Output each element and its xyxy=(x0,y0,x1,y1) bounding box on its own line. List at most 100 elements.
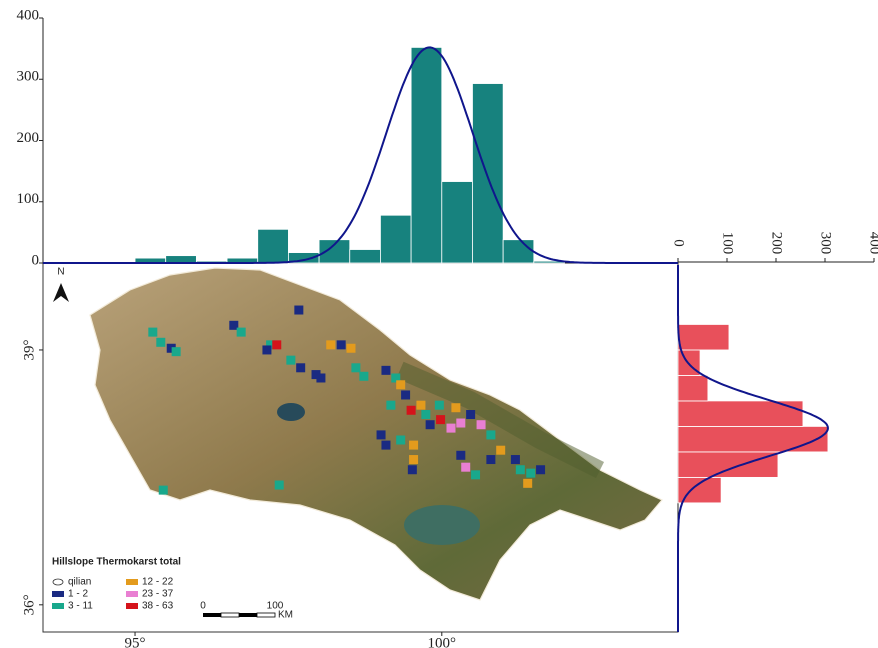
grid-cell xyxy=(426,420,435,429)
grid-cell xyxy=(172,347,181,356)
grid-cell xyxy=(316,373,325,382)
north-arrow: N xyxy=(53,267,69,302)
grid-cell xyxy=(511,455,520,464)
grid-cell xyxy=(275,481,284,490)
lat-label: 39° xyxy=(21,339,37,360)
x-tick-label: 300 xyxy=(818,232,834,255)
grid-cell xyxy=(407,406,416,415)
x-tick-label: 400 xyxy=(867,232,878,255)
bar xyxy=(678,375,708,400)
y-tick-label: 300 xyxy=(17,69,40,85)
legend-label: 3 - 11 xyxy=(68,601,93,612)
grid-cell xyxy=(156,338,165,347)
grid-cell xyxy=(471,470,480,479)
grid-cell xyxy=(451,403,460,412)
grid-cell xyxy=(286,356,295,365)
grid-cell xyxy=(159,486,168,495)
grid-cell xyxy=(523,479,532,488)
lake xyxy=(404,505,480,545)
bar xyxy=(380,215,411,263)
legend-swatch xyxy=(126,591,138,597)
y-tick-label: 200 xyxy=(17,130,40,146)
legend-swatch xyxy=(52,591,64,597)
grid-cell xyxy=(377,430,386,439)
grid-cell xyxy=(381,441,390,450)
grid-cell xyxy=(486,430,495,439)
grid-cell xyxy=(401,390,410,399)
grid-cell xyxy=(359,372,368,381)
lon-label: 95° xyxy=(125,635,146,648)
legend-swatch xyxy=(53,579,63,585)
page: N Hillslope Thermokarst total qilian1 - … xyxy=(0,0,878,648)
bar xyxy=(350,250,381,263)
grid-cell xyxy=(461,463,470,472)
legend-label: 23 - 37 xyxy=(142,589,174,600)
bar xyxy=(472,84,503,263)
grid-cell xyxy=(148,328,157,337)
region-outline xyxy=(90,268,662,600)
grid-cell xyxy=(466,410,475,419)
north-label: N xyxy=(57,267,64,278)
legend-swatch xyxy=(52,603,64,609)
grid-cell xyxy=(396,380,405,389)
scale-unit: KM xyxy=(278,610,293,621)
grid-cell xyxy=(351,363,360,372)
grid-cell xyxy=(435,401,444,410)
grid-cell xyxy=(409,441,418,450)
grid-cell xyxy=(536,465,545,474)
x-tick-label: 100 xyxy=(720,232,736,255)
grid-cell xyxy=(272,340,281,349)
grid-cell xyxy=(262,345,271,354)
grid-cell xyxy=(526,469,535,478)
legend-label: qilian xyxy=(68,577,91,588)
scale-start: 0 xyxy=(200,601,206,612)
bar xyxy=(678,426,828,451)
grid-cell xyxy=(409,455,418,464)
grid-cell xyxy=(296,363,305,372)
grid-cell xyxy=(396,436,405,445)
fit-curve xyxy=(43,47,678,263)
grid-cell xyxy=(516,465,525,474)
grid-cell xyxy=(421,410,430,419)
figure: N Hillslope Thermokarst total qilian1 - … xyxy=(0,0,878,648)
legend-label: 12 - 22 xyxy=(142,577,174,588)
bar xyxy=(678,324,729,349)
lon-label: 100° xyxy=(428,635,457,648)
grid-cell xyxy=(408,465,417,474)
grid-cell xyxy=(477,420,486,429)
x-tick-label: 0 xyxy=(671,239,687,247)
legend-label: 38 - 63 xyxy=(142,601,174,612)
map-area xyxy=(90,268,662,600)
grid-cell xyxy=(326,340,335,349)
grid-cell xyxy=(416,401,425,410)
legend-label: 1 - 2 xyxy=(68,589,88,600)
grid-cell xyxy=(381,366,390,375)
bar xyxy=(442,182,473,263)
lake xyxy=(277,403,305,421)
grid-cell xyxy=(386,401,395,410)
legend-swatch xyxy=(126,579,138,585)
bar xyxy=(258,229,289,263)
legend-title: Hillslope Thermokarst total xyxy=(52,557,181,568)
bar xyxy=(411,47,442,263)
grid-cell xyxy=(486,455,495,464)
bar xyxy=(166,256,197,263)
x-tick-label: 200 xyxy=(769,232,785,255)
y-tick-label: 100 xyxy=(17,191,40,207)
legend-swatch xyxy=(126,603,138,609)
lat-label: 36° xyxy=(21,594,37,615)
grid-cell xyxy=(496,446,505,455)
grid-cell xyxy=(446,424,455,433)
scale-bar: 0 100 KM xyxy=(200,601,293,621)
grid-cell xyxy=(346,344,355,353)
grid-cell xyxy=(436,415,445,424)
grid-cell xyxy=(456,451,465,460)
y-tick-label: 400 xyxy=(17,7,40,23)
y-tick-label: 0 xyxy=(32,252,40,268)
grid-cell xyxy=(294,306,303,315)
bar xyxy=(503,240,534,263)
grid-cell xyxy=(456,419,465,428)
grid-cell xyxy=(337,340,346,349)
grid-cell xyxy=(237,328,246,337)
